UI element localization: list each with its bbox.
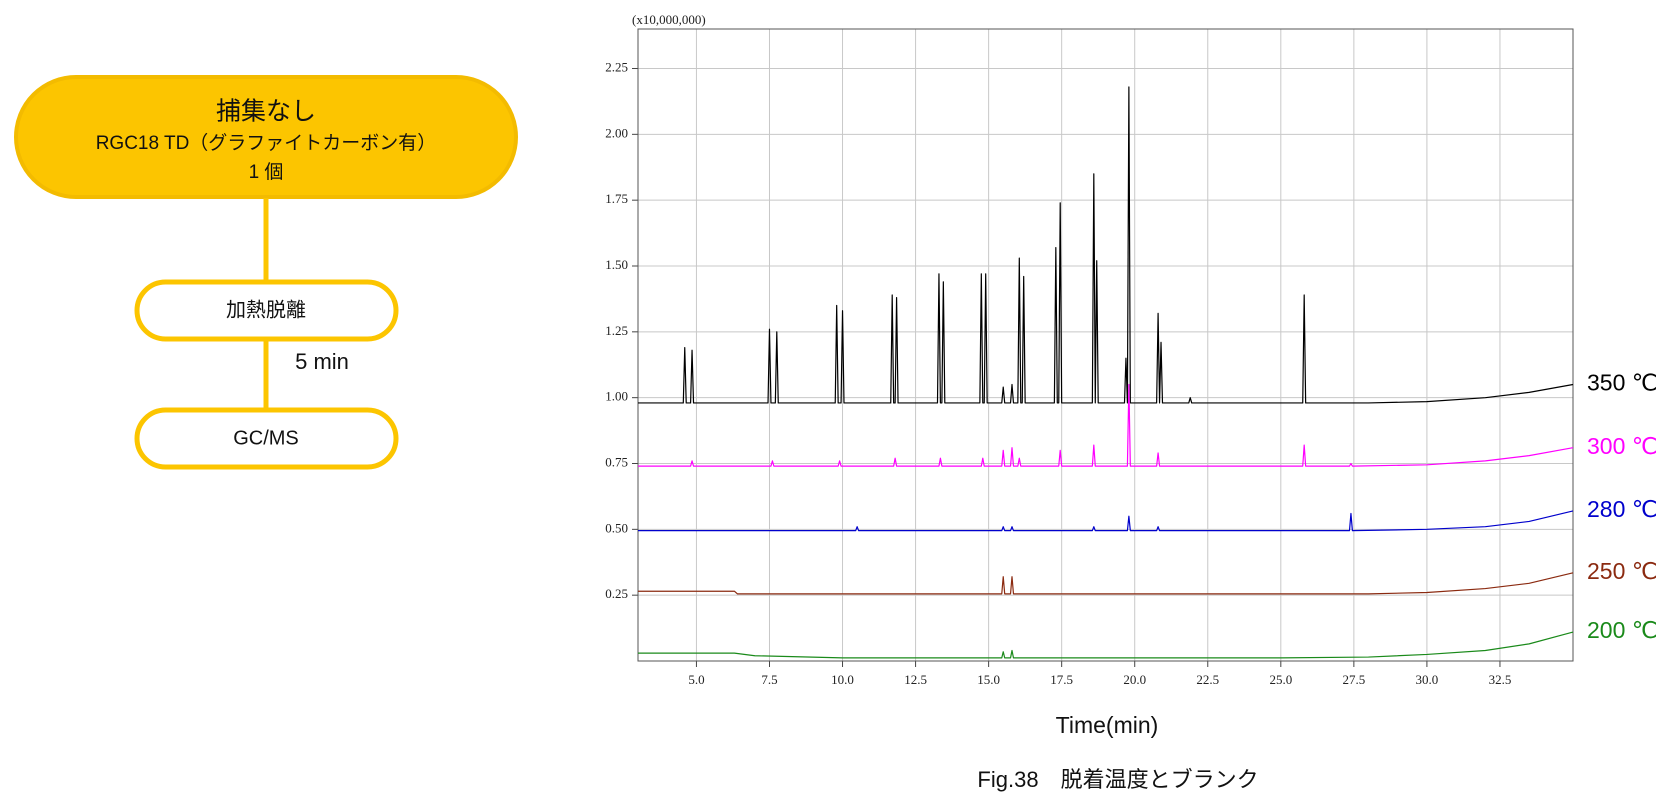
x-tick-label: 27.5 bbox=[1342, 672, 1365, 687]
node-label: 加熱脱離 bbox=[226, 298, 306, 321]
series-label: 350 ℃ bbox=[1587, 370, 1658, 396]
series-line bbox=[638, 572, 1574, 595]
series-line bbox=[638, 631, 1574, 659]
series-line bbox=[638, 383, 1574, 467]
y-tick-label: 2.00 bbox=[605, 125, 628, 140]
y-tick-label: 0.25 bbox=[605, 586, 628, 601]
y-tick-label: 1.25 bbox=[605, 323, 628, 338]
y-multiplier: (x10,000,000) bbox=[632, 12, 706, 27]
x-tick-label: 15.0 bbox=[977, 672, 1000, 687]
node-text: RGC18 TD（グラファイトカーボン有） bbox=[96, 132, 437, 154]
x-tick-label: 20.0 bbox=[1123, 672, 1146, 687]
y-tick-label: 1.00 bbox=[605, 389, 628, 404]
caption: Fig.38 脱着温度とブランク bbox=[977, 767, 1258, 792]
series-label: 200 ℃ bbox=[1587, 617, 1658, 643]
series-label: 250 ℃ bbox=[1587, 558, 1658, 584]
x-axis-label: Time(min) bbox=[1056, 712, 1159, 738]
y-tick-label: 1.75 bbox=[605, 191, 628, 206]
x-tick-label: 30.0 bbox=[1416, 672, 1439, 687]
y-tick-label: 2.25 bbox=[605, 59, 628, 74]
x-tick-label: 5.0 bbox=[688, 672, 704, 687]
plot-frame bbox=[637, 28, 1574, 662]
x-tick-label: 10.0 bbox=[831, 672, 854, 687]
x-tick-label: 22.5 bbox=[1196, 672, 1219, 687]
process-node bbox=[134, 407, 399, 470]
y-tick-label: 1.50 bbox=[605, 257, 628, 272]
flowchart: 捕集なし RGC18 TD（グラファイトカーボン有） 1 個 加熱脱離 5 mi… bbox=[14, 75, 518, 470]
node-title: 捕集なし bbox=[216, 98, 316, 126]
edge-label: 5 min bbox=[295, 349, 349, 374]
series-label: 280 ℃ bbox=[1587, 496, 1658, 522]
x-tick-label: 7.5 bbox=[761, 672, 777, 687]
series-line bbox=[638, 510, 1574, 532]
y-tick-label: 0.50 bbox=[605, 520, 628, 535]
plot-area bbox=[638, 29, 1573, 661]
series-line bbox=[638, 86, 1574, 404]
series-label: 300 ℃ bbox=[1587, 433, 1658, 459]
x-tick-label: 12.5 bbox=[904, 672, 927, 687]
node-label: GC/MS bbox=[233, 427, 299, 449]
x-tick-label: 17.5 bbox=[1050, 672, 1073, 687]
y-tick-label: 0.75 bbox=[605, 454, 628, 469]
chart: (x10,000,000) Time(min) Fig.38 脱着温度とブランク… bbox=[605, 12, 1657, 792]
x-tick-label: 32.5 bbox=[1489, 672, 1512, 687]
start-node bbox=[14, 75, 518, 199]
x-tick-label: 25.0 bbox=[1269, 672, 1292, 687]
node-text: 1 個 bbox=[249, 161, 284, 183]
